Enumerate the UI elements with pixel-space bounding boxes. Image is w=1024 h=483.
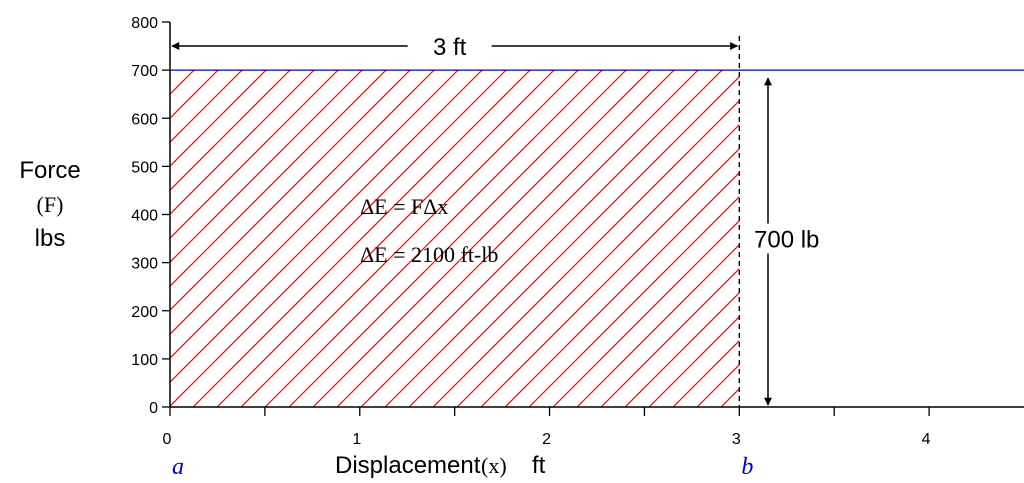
- hatch-line: [170, 70, 219, 119]
- hatch-line: [456, 123, 740, 407]
- hatch-line: [170, 70, 339, 239]
- hatch-line: [336, 70, 675, 407]
- hatch-line: [648, 315, 740, 407]
- hatch-line: [192, 70, 531, 407]
- hatch-line: [504, 171, 740, 407]
- hatch-line: [696, 363, 740, 407]
- y-tick-label: 100: [131, 352, 158, 369]
- y-tick-label: 400: [131, 208, 158, 225]
- hatch-line: [288, 70, 627, 407]
- y-axis-label-symbol: (F): [37, 192, 64, 217]
- x-axis-label-unit: ft: [532, 452, 546, 479]
- y-axis-label: Force (F) lbs: [19, 157, 80, 252]
- x-axis-label-symbol: (x): [481, 453, 507, 478]
- y-axis-label-word: Force: [19, 157, 80, 184]
- hatch-line: [170, 70, 243, 143]
- x-axis-label: Displacement (x) ft: [335, 452, 546, 479]
- width-dimension: 3 ft: [171, 34, 739, 61]
- hatch-line: [528, 195, 740, 407]
- x-point-label-a: a: [172, 454, 184, 480]
- hatch-line: [432, 99, 740, 407]
- hatched-work-area: [170, 70, 740, 407]
- y-tick-label: 0: [149, 400, 158, 417]
- hatch-line: [360, 70, 699, 407]
- hatch-line: [170, 70, 507, 407]
- hatch-line: [384, 70, 723, 407]
- y-axis-label-unit: lbs: [35, 225, 66, 252]
- y-tick-label: 600: [131, 111, 158, 128]
- y-tick-label: 800: [131, 15, 158, 32]
- hatch-line: [170, 70, 387, 287]
- hatch-line: [624, 291, 740, 407]
- hatch-line: [216, 70, 555, 407]
- hatch-line: [170, 70, 315, 215]
- formula-energy-value: ΔE = 2100 ft-lb: [360, 242, 498, 267]
- y-tick-label: 700: [131, 63, 158, 80]
- x-tick-label: 4: [922, 431, 931, 448]
- formula-energy-definition: ΔE = FΔx: [360, 194, 448, 219]
- y-tick-label: 200: [131, 304, 158, 321]
- hatch-line: [170, 70, 483, 383]
- hatch-line: [312, 70, 651, 407]
- x-ticks: 0 1 2 3 4: [163, 407, 931, 448]
- y-tick-label: 500: [131, 159, 158, 176]
- hatch-line: [170, 70, 459, 359]
- hatch-line: [170, 70, 195, 95]
- x-tick-label: 3: [732, 431, 741, 448]
- hatch-line: [672, 339, 740, 407]
- hatch-line: [600, 267, 740, 407]
- hatch-line: [170, 70, 267, 167]
- width-label: 3 ft: [433, 34, 467, 61]
- hatch-line: [240, 70, 579, 407]
- hatch-line: [170, 70, 435, 335]
- hatch-line: [170, 70, 363, 263]
- x-axis-label-word: Displacement: [335, 452, 481, 479]
- y-ticks: 0 100 200 300 400 500 600 700 800: [131, 15, 170, 417]
- hatch-line: [552, 219, 740, 407]
- hatch-line: [170, 70, 291, 191]
- height-label: 700 lb: [754, 227, 819, 254]
- x-tick-label: 2: [542, 431, 551, 448]
- hatch-line: [264, 70, 603, 407]
- hatch-line: [408, 75, 740, 407]
- x-point-label-b: b: [741, 454, 753, 480]
- x-tick-label: 0: [163, 431, 172, 448]
- height-dimension: 700 lb: [752, 77, 840, 406]
- hatch-line: [480, 147, 740, 407]
- hatch-line: [576, 243, 740, 407]
- y-tick-label: 300: [131, 256, 158, 273]
- x-tick-label: 1: [352, 431, 361, 448]
- hatch-line: [170, 70, 411, 311]
